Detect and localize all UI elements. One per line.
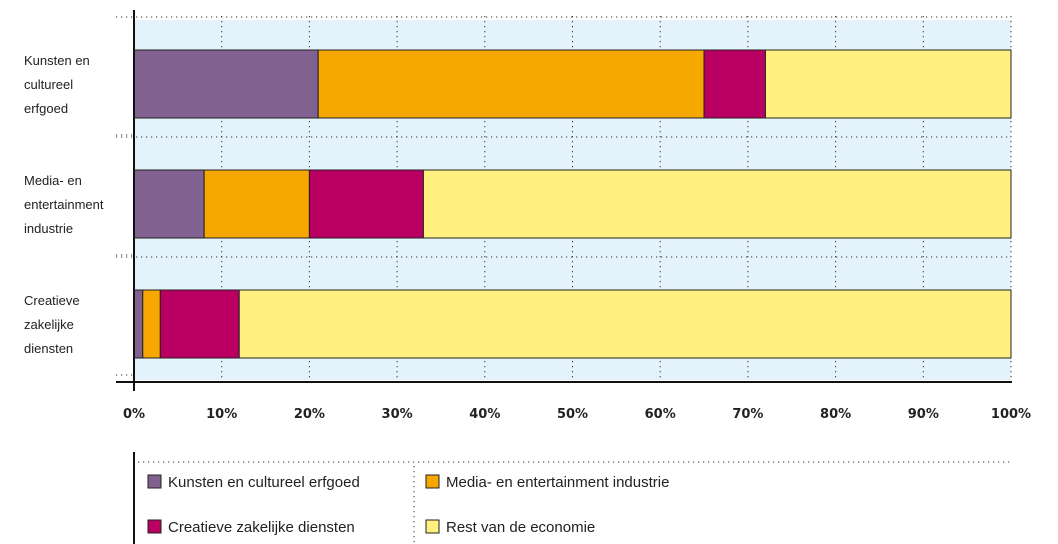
x-tick-labels: 0% 10% 20% 30% 40% 50% 60% 70% 80% 90% 100% <box>123 407 1031 422</box>
x-tick-label: 60% <box>645 407 676 422</box>
legend-swatch <box>425 519 440 534</box>
bar-segment <box>764 49 1012 119</box>
legend-label: Creatieve zakelijke diensten <box>168 519 355 536</box>
x-tick-label: 80% <box>820 407 851 422</box>
bar-segment <box>308 169 424 239</box>
bar-segment <box>133 169 205 239</box>
x-tick-label: 10% <box>206 407 237 422</box>
x-tick-label: 70% <box>732 407 763 422</box>
bar-segment <box>422 169 1012 239</box>
legend-swatch <box>425 474 440 489</box>
bar-segment <box>133 49 319 119</box>
legend-swatch <box>147 519 162 534</box>
bar-segment <box>317 49 705 119</box>
x-tick-label: 100% <box>991 407 1031 422</box>
bar-segment <box>238 289 1012 359</box>
x-tick-label: 50% <box>557 407 588 422</box>
axes <box>116 10 1012 391</box>
legend-swatch <box>147 474 162 489</box>
legend-label: Rest van de economie <box>446 519 595 536</box>
x-tick-label: 40% <box>469 407 500 422</box>
x-tick-label: 20% <box>294 407 325 422</box>
bar-segment <box>159 289 240 359</box>
legend-label: Media- en entertainment industrie <box>446 474 669 491</box>
category-label: Creatieve zakelijke diensten <box>24 293 80 356</box>
category-label: Kunsten en cultureel erfgoed <box>24 53 90 116</box>
x-tick-label: 90% <box>908 407 939 422</box>
x-tick-label: 30% <box>382 407 413 422</box>
x-tick-label: 0% <box>123 407 145 422</box>
bar-segment <box>703 49 766 119</box>
bar-segment <box>133 289 144 359</box>
bar-segment <box>203 169 310 239</box>
bars <box>133 49 1012 359</box>
legend: Kunsten en cultureel erfgoed Media- en en… <box>133 452 1011 544</box>
category-label: Media- en entertainment industrie <box>24 173 104 236</box>
legend-label: Kunsten en cultureel erfgoed <box>168 474 360 491</box>
category-labels: Kunsten en cultureel erfgoed Media- en enter… <box>24 53 104 356</box>
bar-segment <box>142 289 161 359</box>
